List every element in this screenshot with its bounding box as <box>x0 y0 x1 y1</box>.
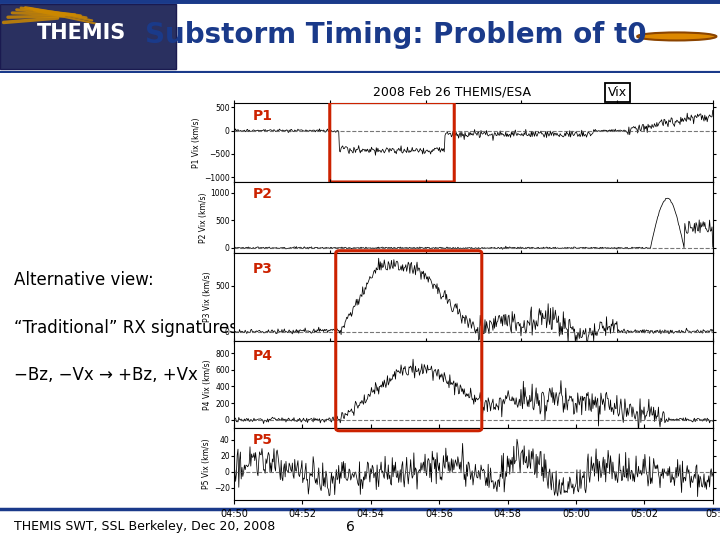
Text: THEMIS SWT, SSL Berkeley, Dec 20, 2008: THEMIS SWT, SSL Berkeley, Dec 20, 2008 <box>14 520 276 533</box>
Text: P4: P4 <box>253 349 273 363</box>
Text: THEMIS: THEMIS <box>37 23 126 43</box>
Text: 6: 6 <box>346 519 354 534</box>
Text: −Bz, −Vx → +Bz, +Vx: −Bz, −Vx → +Bz, +Vx <box>14 366 198 384</box>
Text: P5: P5 <box>253 433 273 447</box>
Text: P3: P3 <box>253 262 273 275</box>
Y-axis label: P4 Vix (km/s): P4 Vix (km/s) <box>204 359 212 410</box>
Y-axis label: P3 Vix (km/s): P3 Vix (km/s) <box>204 272 212 322</box>
Text: Substorm Timing: Problem of t0: Substorm Timing: Problem of t0 <box>145 21 647 49</box>
Text: P1: P1 <box>253 109 273 123</box>
Text: “Traditional” RX signatures: “Traditional” RX signatures <box>14 319 238 337</box>
Text: P2: P2 <box>253 187 273 201</box>
Text: 2008 Feb 26 THEMIS/ESA: 2008 Feb 26 THEMIS/ESA <box>373 86 531 99</box>
Y-axis label: P5 Vix (km/s): P5 Vix (km/s) <box>202 438 211 489</box>
Circle shape <box>637 32 716 40</box>
FancyBboxPatch shape <box>0 4 176 69</box>
Text: Vix: Vix <box>608 86 627 99</box>
Text: Alternative view:: Alternative view: <box>14 271 154 289</box>
Y-axis label: P1 Vix (km/s): P1 Vix (km/s) <box>192 117 202 167</box>
Y-axis label: P2 Vix (km/s): P2 Vix (km/s) <box>199 192 207 243</box>
